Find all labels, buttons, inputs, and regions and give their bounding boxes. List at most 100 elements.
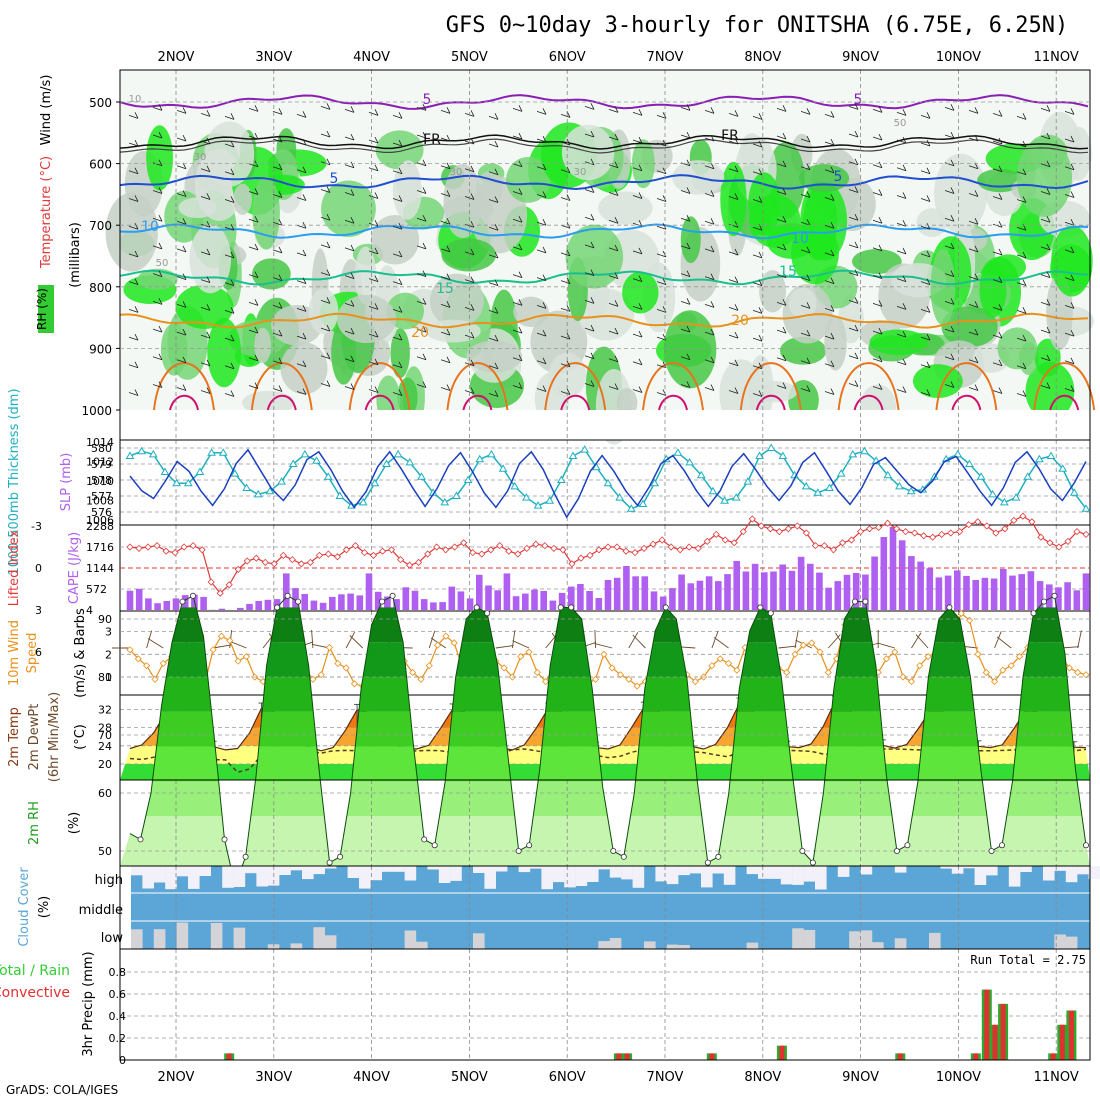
cloud-low-fill (325, 935, 337, 949)
cloud-high-gap (587, 866, 599, 882)
rh-point (999, 843, 1004, 848)
cloud-high-gap (952, 866, 964, 874)
rh-point (485, 611, 490, 616)
precip-tick-label: 0.8 (109, 966, 127, 979)
rh-point (800, 848, 805, 853)
contour-label: 30 (450, 167, 463, 178)
precip-axis-title: 3hr Precip (mm) (81, 951, 96, 1056)
precip-tick-label: 0.2 (109, 1032, 127, 1045)
cape-bar (421, 599, 428, 610)
pressure-axis-title: (millibars) (68, 222, 83, 288)
contour-label: 50 (156, 258, 169, 269)
rh-contour-fill (321, 181, 376, 237)
cloud-low-fill (849, 931, 861, 949)
cape-bar (779, 565, 786, 611)
rh-point (569, 605, 574, 610)
cape-bar (697, 581, 704, 610)
cape-bar (540, 591, 547, 610)
cape-bar (632, 576, 639, 610)
date-label-bottom: 5NOV (451, 1070, 488, 1085)
rh-axis-title: RH (%) (35, 288, 49, 330)
date-label-top: 5NOV (451, 50, 488, 65)
slp-tick-label: 1010 (86, 475, 114, 488)
rh-contour-fill (189, 224, 231, 293)
rh-contour-fill (161, 323, 188, 376)
cloud-high-gap (861, 866, 873, 875)
cloud-high-gap (302, 866, 314, 879)
cape-bar (807, 564, 814, 610)
cape-tick-label: 572 (86, 583, 107, 596)
cape-bar (669, 588, 676, 610)
cape-bar (283, 573, 290, 610)
cape-bar (347, 594, 354, 610)
cloud-low-fill (667, 945, 679, 949)
rh-point (989, 848, 994, 853)
rh-contour-fill (931, 249, 956, 325)
minmax-axis-title: (6hr Min/Max) (47, 692, 62, 782)
cloud-high-gap (496, 866, 508, 872)
cloud-low-fill (473, 933, 485, 949)
cape-bar (301, 594, 308, 610)
wind-axis-title: Wind (m/s) (39, 75, 54, 146)
contour-label: 50 (894, 118, 907, 129)
cloud-high-gap (1020, 866, 1032, 872)
precip-convective-bar (1060, 1025, 1065, 1060)
cloud-high-gap (576, 866, 588, 886)
cape-bar (1018, 574, 1025, 610)
y-tick-label: 600 (89, 158, 112, 172)
cape-bar (403, 587, 410, 610)
li-tick-label: 0 (35, 562, 42, 575)
date-label-bottom: 2NOV (158, 1070, 195, 1085)
cape-bar (265, 600, 272, 610)
temp-tick-label: 32 (98, 703, 112, 716)
cape-bar (936, 577, 943, 610)
cloud-high-gap (177, 866, 189, 876)
rh-point (947, 605, 952, 610)
cape-bar (982, 578, 989, 610)
rh-contour-fill (869, 330, 927, 355)
rh-point (474, 605, 479, 610)
date-label-bottom: 7NOV (647, 1070, 684, 1085)
cape-bar (927, 568, 934, 610)
cape-bar (522, 594, 529, 610)
rh-point (527, 843, 532, 848)
cape-tick-label: 1716 (86, 541, 114, 554)
cloud-low-fill (929, 933, 941, 949)
cloud-low-fill (313, 927, 325, 949)
slp-tick-label: 1008 (86, 495, 114, 508)
cape-bar (917, 562, 924, 610)
cape-bar (954, 570, 961, 610)
precip-tick-label: 0.4 (109, 1010, 127, 1023)
cape-bar (338, 594, 345, 610)
cloud-high-gap (1077, 866, 1089, 874)
date-label-bottom: 6NOV (549, 1070, 586, 1085)
date-label-bottom: 3NOV (255, 1070, 292, 1085)
rh-point (327, 860, 332, 865)
cloud-high-gap (519, 866, 531, 872)
rh-contour-fill (233, 184, 252, 215)
cape-bar (752, 564, 759, 610)
y-tick-label: 1000 (81, 404, 112, 418)
cloud-high-gap (986, 866, 998, 875)
cape-bar (1074, 590, 1081, 610)
cape-bar (357, 595, 364, 610)
rh-point (905, 843, 910, 848)
rh-point (243, 854, 248, 859)
contour-label: FR (423, 132, 441, 148)
cape-bar (724, 574, 731, 610)
cape-bar (614, 578, 621, 610)
cloud-high-gap (678, 866, 690, 875)
cloud-high-gap (313, 866, 325, 874)
contour-label: 15 (779, 264, 797, 280)
cape-bar (311, 601, 318, 610)
precip-convective-bar (227, 1053, 232, 1060)
cape-bar (154, 603, 161, 610)
date-label-top: 9NOV (842, 50, 879, 65)
cloud-high-gap (838, 866, 850, 877)
cloud-high-gap (610, 866, 622, 878)
rh-contour-fill (441, 238, 495, 271)
precip-convective-bar (1001, 1004, 1006, 1060)
cape-bar (1000, 569, 1007, 610)
